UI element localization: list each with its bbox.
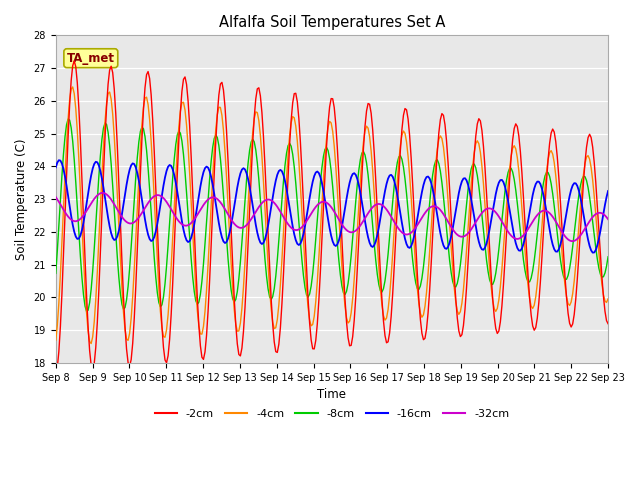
Y-axis label: Soil Temperature (C): Soil Temperature (C) bbox=[15, 138, 28, 260]
Text: TA_met: TA_met bbox=[67, 52, 115, 65]
X-axis label: Time: Time bbox=[317, 388, 346, 401]
Title: Alfalfa Soil Temperatures Set A: Alfalfa Soil Temperatures Set A bbox=[219, 15, 445, 30]
Legend: -2cm, -4cm, -8cm, -16cm, -32cm: -2cm, -4cm, -8cm, -16cm, -32cm bbox=[150, 404, 514, 423]
